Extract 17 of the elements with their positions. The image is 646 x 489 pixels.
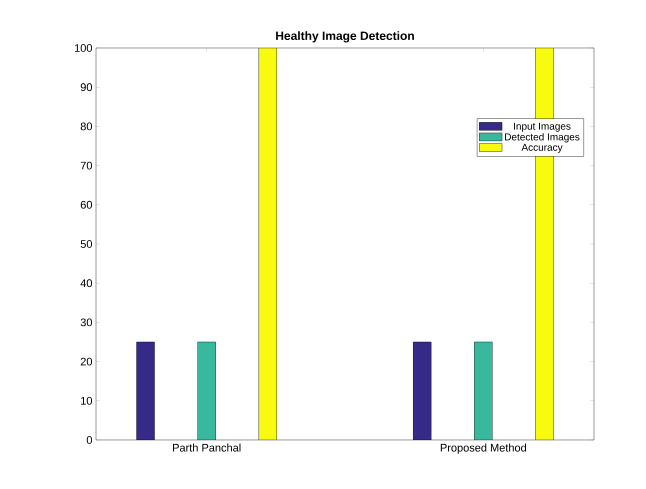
legend-label: Accuracy: [521, 144, 563, 153]
x-tick-label: Parth Panchal: [173, 444, 240, 452]
y-tick-label: 80: [80, 122, 92, 130]
y-tick-label: 10: [81, 396, 92, 405]
y-tick-label: 30: [80, 318, 92, 326]
y-tick-label: 60: [80, 200, 92, 209]
y-tick-label: 40: [80, 279, 92, 288]
y-tick-label: 20: [80, 358, 92, 366]
y-tick-label: 100: [74, 44, 92, 52]
y-tick-label: 90: [80, 83, 92, 92]
legend-label: Detected Images: [505, 133, 580, 142]
y-tick-label: 0: [86, 436, 92, 444]
y-tick-label: 50: [80, 240, 92, 248]
legend-label: Input Images: [514, 122, 571, 132]
y-tick-label: 70: [80, 162, 92, 170]
x-tick-label: Proposed Method: [440, 444, 526, 454]
chart-title: Healthy Image Detection: [276, 31, 414, 42]
